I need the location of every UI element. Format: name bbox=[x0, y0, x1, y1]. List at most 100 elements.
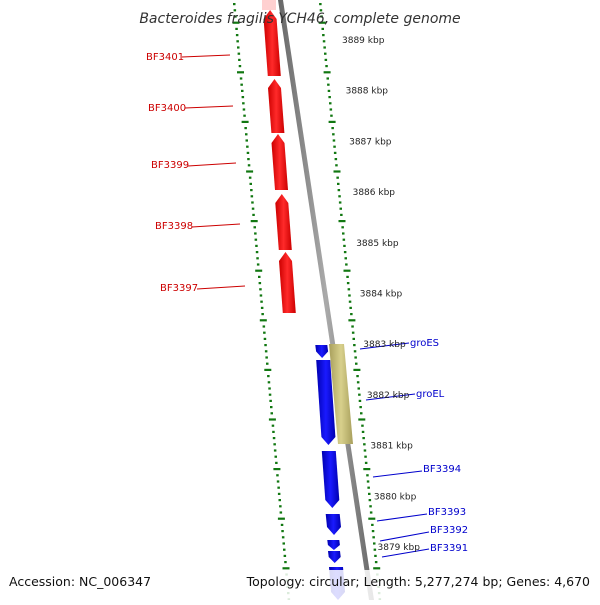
tick-mark-left bbox=[237, 52, 241, 55]
tick-mark-left bbox=[279, 511, 283, 514]
tick-mark-left bbox=[284, 561, 287, 564]
kbp-label: 3881 kbp bbox=[370, 442, 413, 452]
tick-mark-right bbox=[367, 486, 370, 489]
tick-mark-right bbox=[346, 282, 350, 285]
tick-mark-right bbox=[357, 387, 360, 390]
tick-mark-right bbox=[328, 120, 336, 123]
tick-mark-left bbox=[264, 344, 267, 347]
tick-mark-left bbox=[260, 306, 264, 309]
reverse-gene-arrow bbox=[328, 551, 341, 563]
tick-mark-right bbox=[373, 548, 377, 551]
tick-marks-right bbox=[318, 3, 382, 601]
tick-mark-left bbox=[264, 368, 272, 371]
leader-line-BF3401 bbox=[181, 54, 231, 58]
tick-mark-left bbox=[258, 275, 261, 278]
tick-mark-right bbox=[346, 275, 349, 278]
tick-mark-left bbox=[242, 108, 246, 111]
tick-mark-right bbox=[353, 344, 356, 347]
tick-mark-left bbox=[241, 96, 245, 99]
tick-mark-left bbox=[246, 151, 250, 154]
tick-mark-right bbox=[335, 164, 338, 167]
tick-mark-right bbox=[352, 337, 355, 340]
kbp-labels: 3889 kbp 3888 kbp 3887 kbp 3886 kbp 3885 kbp… bbox=[342, 36, 420, 553]
tick-mark-left bbox=[248, 176, 252, 179]
tick-mark-right bbox=[356, 375, 359, 378]
tick-mark-right bbox=[338, 195, 341, 198]
tick-mark-right bbox=[355, 362, 358, 365]
tick-mark-left bbox=[239, 77, 243, 80]
tick-mark-left bbox=[236, 40, 239, 43]
rna-feature-band bbox=[329, 344, 353, 444]
tick-mark-right bbox=[338, 201, 342, 204]
tick-mark-right bbox=[338, 220, 346, 223]
leader-line-groES bbox=[359, 342, 410, 350]
tick-mark-left bbox=[268, 387, 271, 390]
tick-mark-left bbox=[277, 492, 281, 495]
tick-mark-left bbox=[273, 443, 276, 446]
tick-mark-left bbox=[250, 189, 253, 192]
tick-mark-left bbox=[233, 9, 237, 12]
tick-mark-left bbox=[276, 480, 280, 483]
tick-mark-right bbox=[322, 40, 326, 43]
tick-mark-right bbox=[373, 567, 381, 570]
tick-mark-right bbox=[354, 356, 357, 359]
reverse-gene-arrow bbox=[316, 360, 336, 445]
tick-mark-right bbox=[332, 133, 335, 136]
tick-mark-right bbox=[326, 77, 329, 80]
tick-mark-right bbox=[327, 89, 331, 92]
tick-mark-left bbox=[283, 548, 286, 551]
tick-mark-left bbox=[246, 145, 249, 148]
tick-mark-left bbox=[267, 375, 270, 378]
tick-mark-left bbox=[270, 412, 273, 415]
tick-mark-right bbox=[358, 418, 366, 421]
reverse-gene-arrow bbox=[321, 451, 340, 508]
tick-mark-right bbox=[333, 170, 341, 173]
tick-mark-left bbox=[263, 337, 267, 340]
tick-mark-right bbox=[364, 455, 367, 458]
kbp-label: 3882 kbp bbox=[367, 391, 410, 401]
tick-mark-right bbox=[347, 288, 351, 291]
tick-mark-left bbox=[240, 83, 243, 86]
reverse-gene-arrow bbox=[327, 540, 340, 550]
tick-mark-right bbox=[342, 238, 346, 241]
tick-mark-left bbox=[262, 325, 266, 328]
tick-mark-left bbox=[241, 89, 244, 92]
tick-mark-right bbox=[358, 393, 361, 396]
gene-continuation bbox=[262, 0, 276, 10]
forward-gene-arrow bbox=[271, 134, 288, 190]
footer-background bbox=[0, 570, 600, 600]
tick-mark-left bbox=[263, 331, 266, 334]
tick-mark-left bbox=[255, 269, 263, 272]
tick-mark-right bbox=[328, 96, 331, 99]
forward-gene-arrow bbox=[263, 10, 281, 76]
tick-mark-right bbox=[343, 269, 351, 272]
tick-mark-right bbox=[333, 145, 336, 148]
tick-mark-right bbox=[369, 505, 372, 508]
tick-mark-right bbox=[337, 189, 341, 192]
tick-mark-left bbox=[244, 127, 247, 130]
tick-mark-right bbox=[339, 207, 342, 210]
leader-line-BF3398 bbox=[191, 223, 241, 228]
tick-mark-right bbox=[318, 21, 326, 24]
tick-mark-left bbox=[265, 356, 268, 359]
tick-mark-left bbox=[242, 102, 245, 105]
tick-mark-left bbox=[232, 21, 240, 24]
leader-line-BF3393 bbox=[376, 513, 428, 522]
tick-mark-left bbox=[250, 220, 258, 223]
tick-mark-left bbox=[278, 499, 281, 502]
tick-mark-right bbox=[333, 151, 337, 154]
tick-mark-right bbox=[358, 399, 362, 402]
tick-mark-right bbox=[363, 449, 367, 452]
tick-mark-right bbox=[329, 108, 333, 111]
tick-mark-right bbox=[361, 424, 364, 427]
tick-mark-right bbox=[324, 52, 327, 55]
tick-mark-right bbox=[332, 139, 336, 142]
tick-mark-right bbox=[359, 406, 362, 409]
tick-mark-right bbox=[368, 492, 371, 495]
tick-mark-left bbox=[279, 505, 282, 508]
leader-line-BF3399 bbox=[187, 162, 237, 167]
gene-features bbox=[262, 0, 353, 600]
kbp-label: 3888 kbp bbox=[346, 87, 389, 97]
tick-marks-left bbox=[232, 3, 291, 601]
